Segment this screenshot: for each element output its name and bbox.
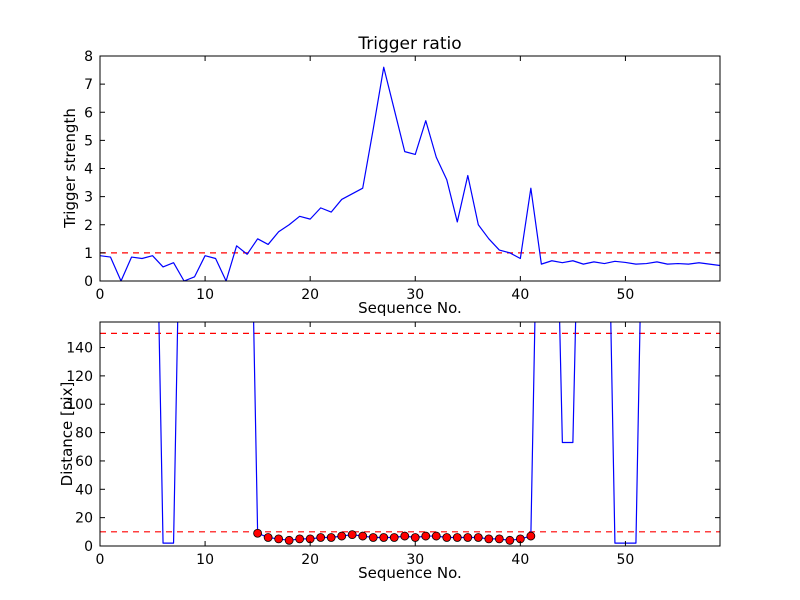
y-tick-label: 20 (75, 511, 93, 527)
y-tick-label: 0 (84, 539, 93, 555)
data-marker (326, 533, 336, 542)
x-tick-label: 50 (617, 552, 635, 568)
data-marker (274, 534, 284, 544)
data-marker (263, 533, 273, 542)
data-marker (337, 531, 347, 541)
data-marker (421, 531, 431, 541)
y-tick-label: 8 (84, 49, 93, 65)
x-tick-label: 50 (617, 287, 635, 303)
y-axis-label-distance: Distance [pix] (58, 381, 76, 487)
y-tick-label: 7 (84, 77, 93, 93)
y-tick-label: 100 (66, 397, 93, 413)
x-tick-label: 10 (196, 552, 214, 568)
y-tick-label: 140 (66, 341, 93, 357)
data-marker (484, 534, 494, 544)
data-marker (400, 531, 410, 541)
y-tick-label: 3 (84, 190, 93, 206)
x-tick-label: 20 (301, 552, 319, 568)
data-marker (295, 534, 305, 544)
x-tick-label: 30 (406, 287, 424, 303)
data-line (100, 66, 720, 281)
data-marker (526, 531, 536, 541)
data-marker (368, 533, 378, 542)
y-tick-label: 1 (84, 246, 93, 262)
data-line (158, 322, 641, 544)
x-tick-label: 40 (511, 287, 529, 303)
data-marker (358, 531, 368, 541)
y-tick-label: 40 (75, 482, 93, 498)
data-marker (389, 533, 399, 542)
data-marker (431, 531, 441, 541)
data-marker (253, 528, 263, 538)
axes-frame (99, 321, 721, 547)
y-tick-label: 5 (84, 133, 93, 149)
data-marker (316, 533, 326, 542)
x-axis-label-bottom: Sequence No. (358, 564, 462, 582)
y-tick-label: 120 (66, 369, 93, 385)
data-marker (463, 533, 473, 542)
y-tick-label: 4 (84, 162, 93, 178)
y-axis-label-trigger-strength: Trigger strength (61, 108, 79, 228)
x-tick-label: 0 (96, 287, 105, 303)
y-tick-label: 0 (84, 274, 93, 290)
data-marker (347, 530, 357, 540)
data-marker (442, 533, 452, 542)
data-marker (473, 533, 483, 542)
data-marker (494, 534, 504, 544)
x-tick-label: 30 (406, 552, 424, 568)
axes-distance: 0 10 20 30 40 50 0 20 40 60 80 100 120 140 (66, 321, 721, 568)
chart-title: Trigger ratio (358, 34, 462, 54)
axes-frame (99, 55, 721, 282)
x-tick-label: 40 (511, 552, 529, 568)
data-marker (284, 535, 294, 545)
y-tick-label: 6 (84, 105, 93, 121)
data-marker (410, 533, 420, 542)
x-axis-label-top: Sequence No. (358, 299, 462, 317)
y-tick-label: 2 (84, 218, 93, 234)
y-tick-label: 80 (75, 426, 93, 442)
y-tick-label: 60 (75, 454, 93, 470)
axes-trigger-ratio: 0 10 20 30 40 50 0 1 2 3 4 5 6 7 8 (84, 49, 721, 303)
data-marker (379, 533, 389, 542)
x-tick-label: 20 (301, 287, 319, 303)
x-tick-label: 0 (96, 552, 105, 568)
x-tick-label: 10 (196, 287, 214, 303)
data-marker (505, 535, 515, 545)
data-marker (452, 533, 462, 542)
